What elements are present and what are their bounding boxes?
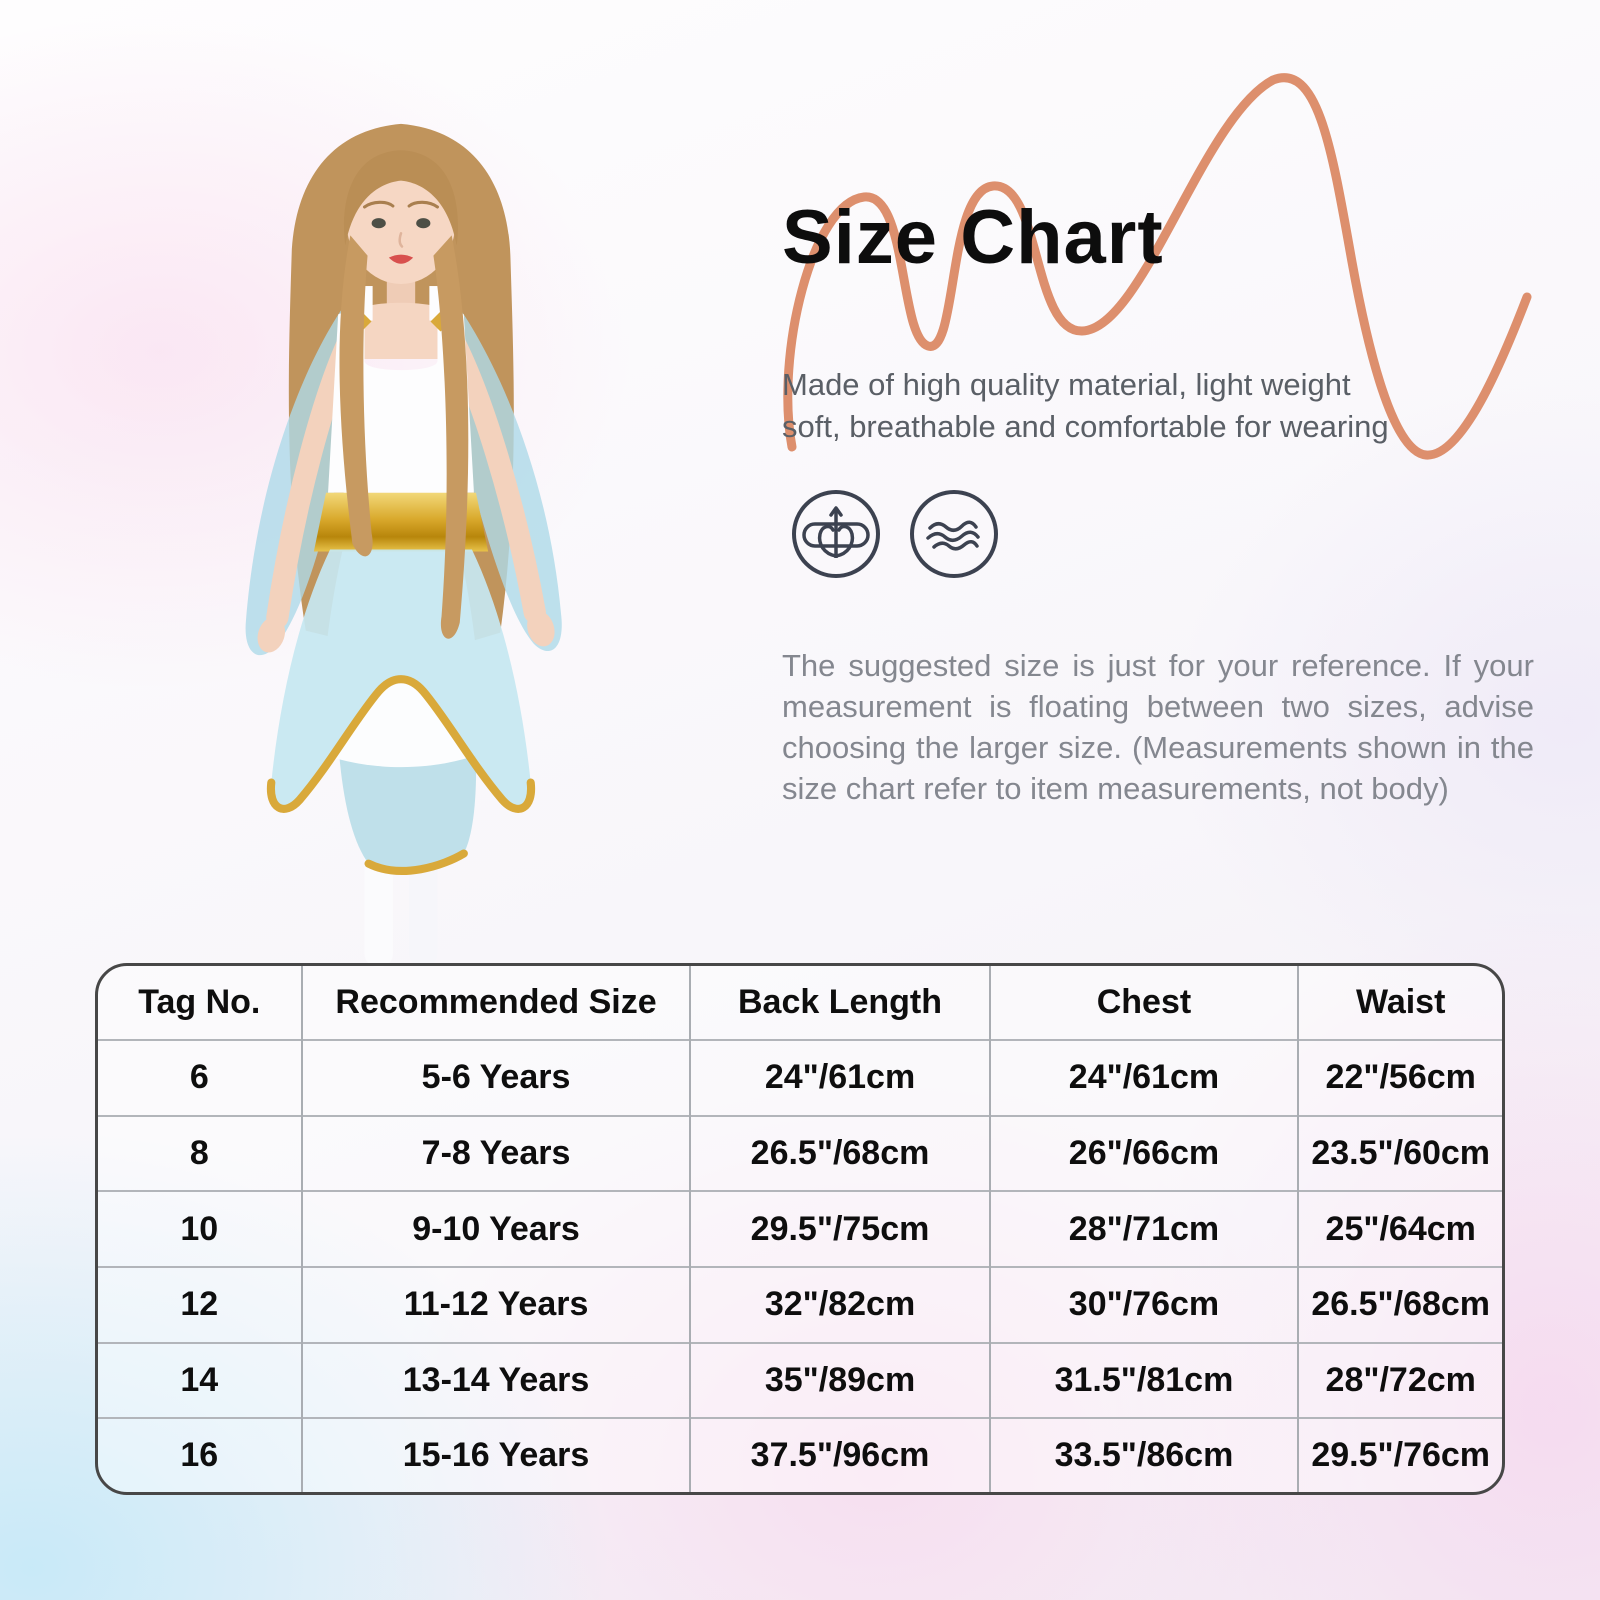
size-table-cell: 6 <box>98 1039 302 1116</box>
size-table-cell: 32"/82cm <box>689 1265 990 1343</box>
eye-left <box>371 218 386 229</box>
size-table-cell: 29.5"/76cm <box>1297 1417 1502 1492</box>
size-table-cell: 26.5"/68cm <box>1297 1265 1502 1343</box>
hand-right <box>527 610 555 647</box>
size-table-cell: 26"/66cm <box>988 1114 1299 1192</box>
size-table-row: 14 13-14 Years 35"/89cm 31.5"/81cm 28"/72cm <box>98 1341 1502 1419</box>
material-description-line2: soft, breathable and comfortable for wea… <box>782 409 1389 444</box>
size-table-head-row: Tag No. Recommended Size Back Length Chest W… <box>98 966 1502 1040</box>
soft-icon <box>910 490 998 578</box>
size-table-cell: 28"/72cm <box>1297 1341 1502 1419</box>
size-table-row: 6 5-6 Years 24"/61cm 24"/61cm 22"/56cm <box>98 1039 1502 1116</box>
size-table-cell: 9-10 Years <box>300 1190 691 1267</box>
hair-strand-right <box>433 235 469 639</box>
size-table-cell: 5-6 Years <box>300 1039 691 1116</box>
lips <box>388 254 414 264</box>
hair-back <box>288 123 514 648</box>
size-table-row: 8 7-8 Years 26.5"/68cm 26"/66cm 23.5"/60cm <box>98 1114 1502 1192</box>
size-table-row: 16 15-16 Years 37.5"/96cm 33.5"/86cm 29.5"/7… <box>98 1417 1502 1492</box>
size-table-column-header: Tag No. <box>138 983 261 1021</box>
fabric-feature-icons <box>790 488 1000 580</box>
hair-strand-left <box>339 235 373 557</box>
size-table-row: 10 9-10 Years 29.5"/75cm 28"/71cm 25"/64cm <box>98 1190 1502 1267</box>
size-table-container: Tag No. Recommended Size Back Length Chest W… <box>95 963 1505 1495</box>
size-table-column-header: Waist <box>1297 966 1502 1040</box>
skirt-gold-trim <box>266 675 536 813</box>
size-note: The suggested size is just for your refe… <box>782 648 1534 806</box>
model-illustration <box>245 123 562 967</box>
size-table-cell: 10 <box>98 1190 302 1267</box>
size-table-cell: 23.5"/60cm <box>1297 1114 1502 1192</box>
material-description-line1: Made of high quality material, light wei… <box>782 367 1351 402</box>
size-table-cell: 7-8 Years <box>300 1114 691 1192</box>
page-title: Size Chart <box>782 195 1164 280</box>
chest-skin <box>356 302 446 359</box>
size-table-cell: 14 <box>98 1341 302 1419</box>
size-table-body: 6 5-6 Years 24"/61cm 24"/61cm 22"/56cm 8 7-8 Y… <box>98 1039 1502 1492</box>
nose <box>398 232 404 248</box>
size-table-cell: 24"/61cm <box>689 1039 990 1116</box>
hair-front <box>343 150 459 246</box>
size-table-cell: 28"/71cm <box>988 1190 1299 1267</box>
material-description: Made of high quality material, light wei… <box>782 364 1389 448</box>
size-table-cell: 22"/56cm <box>1297 1039 1502 1116</box>
size-table-cell: 30"/76cm <box>988 1265 1299 1343</box>
size-table-column-header: Chest <box>988 966 1299 1040</box>
skirt-back-trim <box>364 849 468 875</box>
size-table-cell: 8 <box>98 1114 302 1192</box>
size-table-cell: 37.5"/96cm <box>689 1417 990 1492</box>
eye-right <box>416 218 431 229</box>
size-table-cell: 35"/89cm <box>689 1341 990 1419</box>
size-table-cell: 26.5"/68cm <box>689 1114 990 1192</box>
size-table-column-header: Recommended Size <box>300 966 691 1040</box>
size-table-cell: 16 <box>98 1417 302 1492</box>
size-table-cell: 12 <box>98 1265 302 1343</box>
size-table-cell: 29.5"/75cm <box>689 1190 990 1267</box>
size-table-cell: 15-16 Years <box>300 1417 691 1492</box>
size-table-row: 12 11-12 Years 32"/82cm 30"/76cm 26.5"/68cm <box>98 1265 1502 1343</box>
size-table-cell: 24"/61cm <box>988 1039 1299 1116</box>
size-table-cell: 13-14 Years <box>300 1341 691 1419</box>
size-table-cell: 25"/64cm <box>1297 1190 1502 1267</box>
hand-left <box>257 616 286 653</box>
size-table-cell: 31.5"/81cm <box>988 1341 1299 1419</box>
size-table-column-header: Back Length <box>689 966 990 1040</box>
size-table: Tag No. Recommended Size Back Length Chest W… <box>98 966 1502 1492</box>
eyebrow-left <box>363 200 395 209</box>
size-table-cell: 33.5"/86cm <box>988 1417 1299 1492</box>
size-table-cell: 11-12 Years <box>300 1265 691 1343</box>
eyebrow-right <box>407 200 439 209</box>
stretch-icon <box>792 490 880 578</box>
